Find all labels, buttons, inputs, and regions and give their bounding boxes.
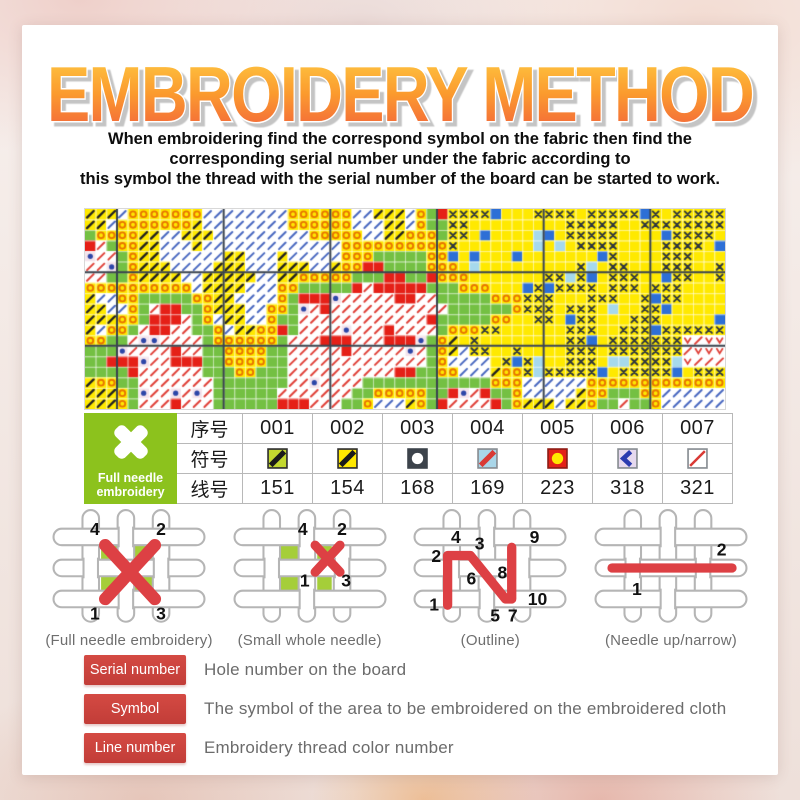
symbol-001-icon xyxy=(267,448,288,470)
line-number-description: Embroidery thread color number xyxy=(204,738,454,757)
thread-legend-table: Full needle embroidery 序号 001 002 003 00… xyxy=(84,413,733,504)
point-4: 4 xyxy=(90,519,100,539)
point-3: 3 xyxy=(156,604,166,624)
point-2: 2 xyxy=(156,519,166,539)
outline-caption: (Outline) xyxy=(460,632,520,649)
point-4: 4 xyxy=(298,519,308,539)
point-7: 7 xyxy=(508,606,518,626)
symbol-005-icon xyxy=(547,448,568,470)
point-4: 4 xyxy=(451,527,461,547)
point-3: 3 xyxy=(341,571,351,591)
intro-line-1: When embroidering find the correspond sy… xyxy=(108,130,692,148)
page-title-text: EMBROIDERY METHOD xyxy=(47,50,753,138)
point-1: 1 xyxy=(90,604,100,624)
intro-line-2: corresponding serial number under the fa… xyxy=(169,150,631,168)
narrow-caption: (Needle up/narrow) xyxy=(604,632,737,649)
serial-001: 001 xyxy=(242,413,313,444)
serial-row-label: 序号 xyxy=(176,413,243,444)
symbol-007-icon xyxy=(687,448,708,470)
line-number-badge: Line number xyxy=(84,733,186,763)
line-154: 154 xyxy=(312,473,383,504)
point-2: 2 xyxy=(717,540,727,560)
full-needle-caption: (Full needle embroidery) xyxy=(45,632,213,649)
intro-paragraph: When embroidering find the correspond sy… xyxy=(42,129,758,189)
symbol-badge: Symbol xyxy=(84,694,186,724)
point-1: 1 xyxy=(300,571,310,591)
half-cross-stitch xyxy=(310,540,345,577)
legend-row-line: Line number Embroidery thread color numb… xyxy=(84,733,744,763)
stitch-pattern-chart xyxy=(84,208,726,410)
full-needle-x-icon xyxy=(113,424,148,459)
point-2: 2 xyxy=(432,546,442,566)
line-318: 318 xyxy=(592,473,663,504)
line-223: 223 xyxy=(522,473,593,504)
intro-line-3: this symbol the thread with the serial n… xyxy=(80,170,720,188)
serial-number-description: Hole number on the board xyxy=(204,660,407,679)
diagram-full-needle: 4 2 1 3 (Full needle embroidery) xyxy=(40,508,218,649)
point-9: 9 xyxy=(530,527,540,547)
symbol-row-label: 符号 xyxy=(176,443,243,474)
symbol-002-icon xyxy=(337,448,358,470)
full-cross-stitch xyxy=(99,539,162,606)
point-2: 2 xyxy=(337,519,347,539)
line-321: 321 xyxy=(662,473,733,504)
outline-stitch-path xyxy=(443,542,517,610)
outline-diagram-image: 2 4 3 9 6 8 1 5 7 10 xyxy=(413,509,567,626)
point-10: 10 xyxy=(528,589,548,609)
symbol-003-icon xyxy=(407,448,428,470)
legend-row-serial: Serial number Hole number on the board xyxy=(84,655,744,685)
diagram-needle-up-narrow: 1 2 (Needle up/narrow) xyxy=(582,508,760,649)
symbol-006-icon xyxy=(617,448,638,470)
title-block: EMBROIDERY METHOD xyxy=(30,47,770,143)
terms-legend: Serial number Hole number on the board S… xyxy=(84,655,744,772)
serial-002: 002 xyxy=(312,413,383,444)
diagram-outline: 2 4 3 9 6 8 1 5 7 10 (Outline) xyxy=(401,508,579,649)
line-row-label: 线号 xyxy=(176,473,243,504)
symbol-004-icon xyxy=(477,448,498,470)
stitch-diagrams: 4 2 1 3 (Full needle embroidery) 4 2 1 3… xyxy=(40,508,760,649)
full-needle-label-line1: Full needle xyxy=(97,470,164,485)
serial-row: Full needle embroidery 序号 001 002 003 00… xyxy=(84,413,733,504)
legend-row-symbol: Symbol The symbol of the area to be embr… xyxy=(84,694,744,724)
infographic-card: EMBROIDERY METHOD When embroidering find… xyxy=(22,25,778,775)
serial-006: 006 xyxy=(592,413,663,444)
line-168: 168 xyxy=(382,473,453,504)
point-5: 5 xyxy=(491,606,501,626)
diagram-small-whole-needle: 4 2 1 3 (Small whole needle) xyxy=(221,508,399,649)
small-needle-caption: (Small whole needle) xyxy=(237,632,382,649)
serial-004: 004 xyxy=(452,413,523,444)
full-needle-label-line2: embroidery xyxy=(96,484,165,499)
serial-005: 005 xyxy=(522,413,593,444)
symbol-row: 符号 xyxy=(85,443,733,474)
point-8: 8 xyxy=(498,562,508,582)
line-number-row: 线号 151 154 168 169 223 318 321 xyxy=(85,473,733,504)
point-1: 1 xyxy=(430,594,440,614)
point-6: 6 xyxy=(467,569,477,589)
full-needle-label: Full needle embroidery xyxy=(85,471,176,499)
serial-number-badge: Serial number xyxy=(84,655,186,685)
full-needle-diagram-image: 4 2 1 3 xyxy=(52,509,206,624)
line-151: 151 xyxy=(242,473,313,504)
serial-003: 003 xyxy=(382,413,453,444)
point-1: 1 xyxy=(632,579,642,599)
line-169: 169 xyxy=(452,473,523,504)
full-needle-cell: Full needle embroidery xyxy=(84,413,177,504)
small-needle-diagram-image: 4 2 1 3 xyxy=(233,509,387,623)
page-title: EMBROIDERY METHOD xyxy=(46,49,757,140)
symbol-description: The symbol of the area to be embroidered… xyxy=(204,699,727,718)
point-3: 3 xyxy=(475,533,485,553)
narrow-diagram-image: 1 2 xyxy=(594,509,748,623)
serial-007: 007 xyxy=(662,413,733,444)
